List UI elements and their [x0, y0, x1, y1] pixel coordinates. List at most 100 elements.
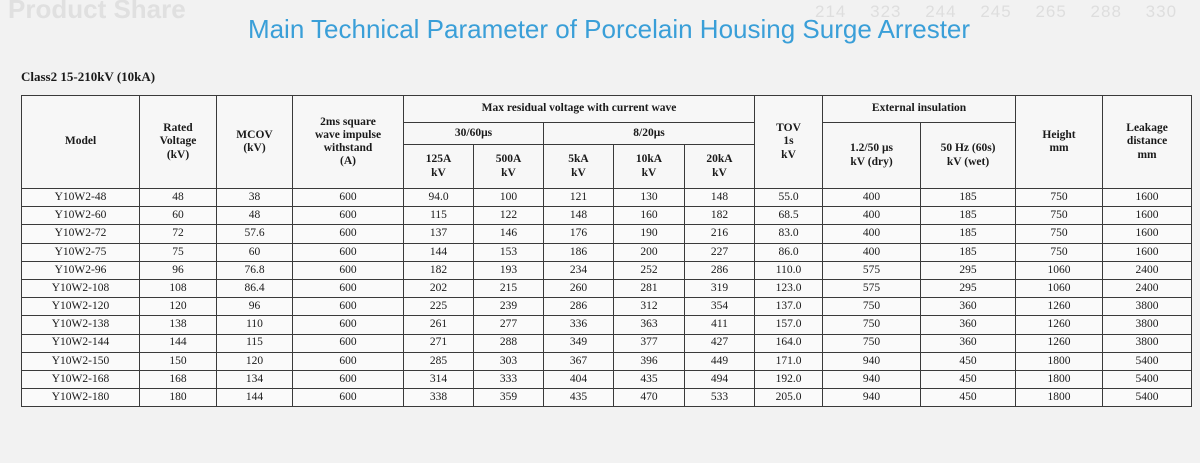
cell-5ka: 336	[543, 315, 614, 335]
table-row: Y10W2-168 168 134 600 314 333 404 435 494 192.0 94…	[21, 369, 1193, 390]
cell-5ka: 234	[543, 260, 614, 280]
cell-height: 750	[1015, 187, 1104, 208]
cell-mcov: 115	[216, 333, 293, 353]
cell-leakage: 2400	[1102, 260, 1193, 280]
cell-500a: 193	[473, 260, 544, 280]
cell-lightning: 575	[822, 260, 922, 280]
cell-mcov: 110	[216, 315, 293, 335]
cell-mcov: 48	[216, 206, 293, 226]
cell-mcov: 76.8	[216, 260, 293, 280]
cell-10ka: 130	[613, 187, 685, 208]
table-row: Y10W2-96 96 76.8 600 182 193 234 252 286 110.0 575…	[21, 260, 1193, 280]
cell-rated-voltage: 75	[139, 242, 217, 262]
header-10ka: 10kA kV	[613, 144, 685, 189]
cell-tov: 123.0	[754, 278, 824, 299]
cell-impulse: 600	[292, 351, 404, 371]
cell-20ka: 449	[683, 351, 756, 371]
cell-leakage: 2400	[1102, 278, 1193, 299]
cell-power-freq: 295	[920, 278, 1017, 299]
cell-lightning: 750	[822, 297, 922, 317]
cell-20ka: 227	[683, 242, 756, 262]
cell-height: 750	[1015, 242, 1104, 262]
header-height: Height mm	[1015, 95, 1104, 189]
cell-model: Y10W2-75	[21, 242, 140, 262]
cell-500a: 153	[473, 242, 544, 262]
cell-leakage: 3800	[1102, 333, 1193, 353]
cell-10ka: 200	[613, 242, 685, 262]
cell-power-freq: 185	[920, 187, 1017, 208]
cell-mcov: 60	[216, 242, 293, 262]
cell-lightning: 940	[822, 388, 922, 408]
cell-model: Y10W2-180	[21, 388, 140, 408]
cell-leakage: 1600	[1102, 206, 1193, 226]
cell-20ka: 286	[683, 260, 756, 280]
cell-power-freq: 450	[920, 351, 1017, 371]
table-row: Y10W2-48 48 38 600 94.0 100 121 130 148 55.0 400 18…	[21, 187, 1193, 208]
cell-height: 750	[1015, 224, 1104, 244]
header-125a: 125A kV	[403, 144, 474, 189]
cell-125a: 144	[403, 242, 474, 262]
cell-rated-voltage: 60	[139, 206, 217, 226]
table-row: Y10W2-108 108 86.4 600 202 215 260 281 319 123.0 5…	[21, 278, 1193, 299]
cell-tov: 192.0	[754, 369, 824, 390]
cell-mcov: 57.6	[216, 224, 293, 244]
cell-power-freq: 360	[920, 297, 1017, 317]
cell-125a: 137	[403, 224, 474, 244]
cell-20ka: 216	[683, 224, 756, 244]
cell-leakage: 3800	[1102, 315, 1193, 335]
cell-tov: 157.0	[754, 315, 824, 335]
cell-power-freq: 185	[920, 242, 1017, 262]
cell-10ka: 396	[613, 351, 685, 371]
cell-500a: 239	[473, 297, 544, 317]
cell-5ka: 148	[543, 206, 614, 226]
cell-model: Y10W2-60	[21, 206, 140, 226]
cell-125a: 314	[403, 369, 474, 390]
cell-model: Y10W2-138	[21, 315, 140, 335]
cell-rated-voltage: 150	[139, 351, 217, 371]
cell-lightning: 400	[822, 242, 922, 262]
cell-lightning: 940	[822, 369, 922, 390]
cell-lightning: 400	[822, 206, 922, 226]
cell-rated-voltage: 72	[139, 224, 217, 244]
cell-mcov: 86.4	[216, 278, 293, 299]
table-row: Y10W2-120 120 96 600 225 239 286 312 354 137.0 750…	[21, 297, 1193, 317]
cell-5ka: 367	[543, 351, 614, 371]
cell-5ka: 404	[543, 369, 614, 390]
cell-500a: 100	[473, 187, 544, 208]
page-title: Main Technical Parameter of Porcelain Ho…	[247, 14, 971, 44]
cell-5ka: 349	[543, 333, 614, 353]
cell-impulse: 600	[292, 278, 404, 299]
cell-lightning: 750	[822, 333, 922, 353]
cell-model: Y10W2-120	[21, 297, 140, 317]
cell-5ka: 260	[543, 278, 614, 299]
header-impulse-withstand: 2ms square wave impulse withstand (A)	[292, 95, 404, 189]
cell-model: Y10W2-96	[21, 260, 140, 280]
background-numbers: 214 323 244 245 265 288 330	[815, 2, 1178, 21]
cell-500a: 146	[473, 224, 544, 244]
cell-height: 1060	[1015, 278, 1104, 299]
cell-5ka: 176	[543, 224, 614, 244]
cell-impulse: 600	[292, 315, 404, 335]
cell-20ka: 354	[683, 297, 756, 317]
cell-500a: 359	[473, 388, 544, 408]
cell-impulse: 600	[292, 242, 404, 262]
cell-leakage: 5400	[1102, 351, 1193, 371]
cell-125a: 285	[403, 351, 474, 371]
cell-tov: 55.0	[754, 187, 824, 208]
parameter-table: Model Rated Voltage (kV) MCOV (kV) 2ms s…	[21, 95, 1193, 408]
cell-impulse: 600	[292, 224, 404, 244]
header-rated-voltage: Rated Voltage (kV)	[139, 95, 217, 189]
cell-10ka: 377	[613, 333, 685, 353]
cell-height: 1260	[1015, 315, 1104, 335]
cell-rated-voltage: 108	[139, 278, 217, 299]
cell-lightning: 400	[822, 187, 922, 208]
cell-5ka: 435	[543, 388, 614, 408]
header-max-residual: Max residual voltage with current wave	[402, 95, 756, 123]
cell-leakage: 5400	[1102, 388, 1193, 408]
cell-125a: 94.0	[403, 187, 474, 208]
cell-5ka: 286	[543, 297, 614, 317]
cell-10ka: 281	[613, 278, 685, 299]
cell-500a: 122	[473, 206, 544, 226]
table-row: Y10W2-180 180 144 600 338 359 435 470 533 205.0 94…	[21, 388, 1193, 408]
cell-leakage: 5400	[1102, 369, 1193, 390]
